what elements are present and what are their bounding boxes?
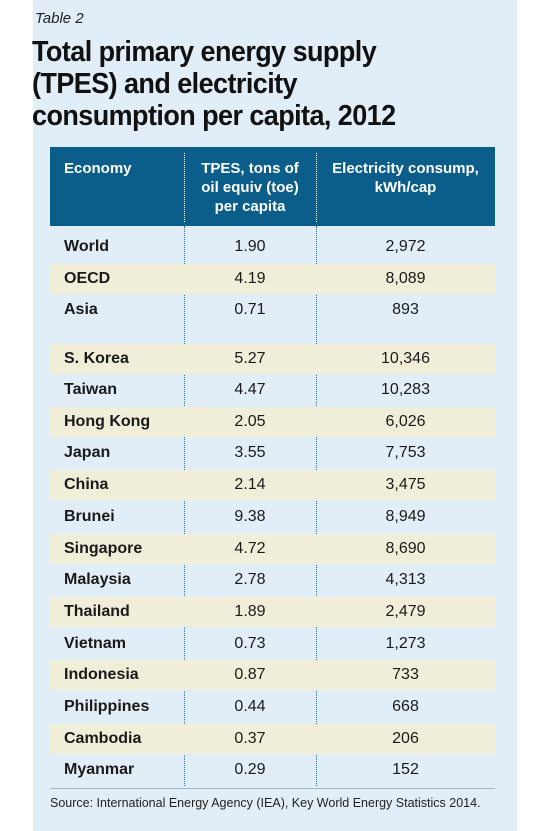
cell-electricity: 2,479 [385, 603, 426, 620]
header-divider [184, 153, 185, 222]
header-economy: Economy [64, 160, 132, 177]
cell-economy: Thailand [64, 603, 130, 620]
cell-electricity: 733 [392, 666, 419, 683]
cell-electricity: 668 [392, 698, 419, 715]
table-row: Asia 0.71 893 [50, 295, 495, 325]
cell-economy: Malaysia [64, 571, 131, 588]
cell-economy: China [64, 476, 109, 493]
column-divider [184, 226, 185, 786]
cell-electricity: 10,346 [381, 350, 430, 367]
title-line: Total primary energy supply [32, 36, 377, 68]
cell-tpes: 2.05 [234, 413, 266, 430]
cell-economy: Philippines [64, 698, 150, 715]
cell-electricity: 8,949 [385, 508, 426, 525]
cell-electricity: 6,026 [385, 413, 426, 430]
cell-economy: S. Korea [64, 350, 129, 367]
header-tpes: TPES, tons of oil equiv (toe) per capita [184, 159, 316, 216]
cell-tpes: 2.14 [234, 476, 266, 493]
cell-electricity: 4,313 [385, 571, 426, 588]
header-tpes-line: oil equiv (toe) [201, 179, 299, 196]
cell-economy: Brunei [64, 508, 115, 525]
table-row: China 2.14 3,475 [50, 470, 495, 500]
header-electricity-line: kWh/cap [374, 179, 437, 196]
cell-economy: OECD [64, 270, 111, 287]
cell-economy: Vietnam [64, 635, 126, 652]
table-row: Indonesia 0.87 733 [50, 660, 495, 690]
table-row: Philippines 0.44 668 [50, 692, 495, 722]
column-divider [316, 226, 317, 786]
title-line: consumption per capita, 2012 [32, 100, 396, 132]
cell-electricity: 8,690 [385, 540, 426, 557]
table-row: OECD 4.19 8,089 [50, 264, 495, 294]
table-row: Myanmar 0.29 152 [50, 755, 495, 785]
table-row: Brunei 9.38 8,949 [50, 502, 495, 532]
cell-electricity: 3,475 [385, 476, 426, 493]
table-row: Cambodia 0.37 206 [50, 724, 495, 754]
cell-economy: Myanmar [64, 761, 135, 778]
table-row: Vietnam 0.73 1,273 [50, 629, 495, 659]
table-row: Japan 3.55 7,753 [50, 438, 495, 468]
header-tpes-line: per capita [214, 198, 286, 215]
cell-economy: Indonesia [64, 666, 139, 683]
page-title: Total primary energy supply (TPES) and e… [32, 36, 451, 132]
cell-electricity: 893 [392, 301, 419, 318]
table-label: Table 2 [35, 10, 84, 27]
table-row: Thailand 1.89 2,479 [50, 597, 495, 627]
cell-electricity: 10,283 [381, 381, 430, 398]
table-row: Taiwan 4.47 10,283 [50, 375, 495, 405]
table-row: Hong Kong 2.05 6,026 [50, 407, 495, 437]
cell-economy: Cambodia [64, 730, 142, 747]
cell-tpes: 1.90 [234, 238, 266, 255]
header-electricity-line: Electricity consump, [332, 160, 479, 177]
cell-electricity: 7,753 [385, 444, 426, 461]
cell-tpes: 4.47 [234, 381, 266, 398]
table-row: S. Korea 5.27 10,346 [50, 344, 495, 374]
cell-tpes: 0.37 [234, 730, 266, 747]
cell-tpes: 4.19 [234, 270, 266, 287]
cell-tpes: 9.38 [234, 508, 266, 525]
cell-tpes: 2.78 [234, 571, 266, 588]
cell-tpes: 0.73 [234, 635, 266, 652]
cell-electricity: 1,273 [385, 635, 426, 652]
cell-electricity: 152 [392, 761, 419, 778]
cell-tpes: 0.29 [234, 761, 266, 778]
cell-tpes: 0.87 [234, 666, 266, 683]
footer-rule [50, 788, 495, 789]
cell-tpes: 3.55 [234, 444, 266, 461]
cell-electricity: 2,972 [385, 238, 426, 255]
cell-tpes: 0.71 [234, 301, 266, 318]
cell-tpes: 5.27 [234, 350, 266, 367]
cell-economy: Hong Kong [64, 413, 151, 430]
title-line: (TPES) and electricity [32, 68, 298, 100]
cell-tpes: 4.72 [234, 540, 266, 557]
cell-electricity: 8,089 [385, 270, 426, 287]
table-row: Singapore 4.72 8,690 [50, 534, 495, 564]
cell-economy: Japan [64, 444, 111, 461]
header-tpes-line: TPES, tons of [201, 160, 299, 177]
header-divider [316, 153, 317, 222]
cell-economy: Taiwan [64, 381, 118, 398]
cell-economy: Asia [64, 301, 98, 318]
table-header: Economy TPES, tons of oil equiv (toe) pe… [50, 147, 495, 226]
header-electricity: Electricity consump, kWh/cap [316, 159, 495, 197]
cell-tpes: 1.89 [234, 603, 266, 620]
cell-economy: Singapore [64, 540, 143, 557]
cell-electricity: 206 [392, 730, 419, 747]
cell-tpes: 0.44 [234, 698, 266, 715]
table-row: World 1.90 2,972 [50, 232, 495, 262]
source-note: Source: International Energy Agency (IEA… [50, 796, 481, 810]
table-row: Malaysia 2.78 4,313 [50, 565, 495, 595]
cell-economy: World [64, 238, 110, 255]
